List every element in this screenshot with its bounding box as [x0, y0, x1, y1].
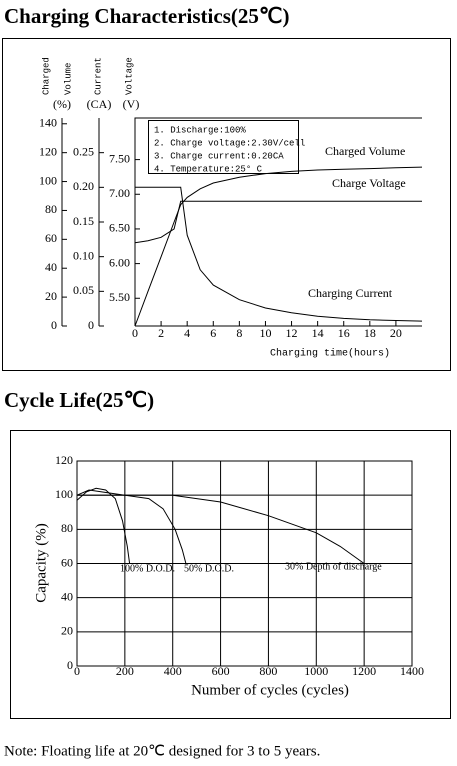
x-tick-label: 10	[259, 326, 271, 340]
series-label: 30% Depth of discharge	[285, 561, 382, 572]
x-tick-label: 0	[132, 326, 138, 340]
y-tick-label: 80	[61, 521, 73, 535]
x-tick-label: 600	[212, 664, 230, 678]
y-axis-label: Voltage	[124, 57, 134, 95]
y-tick-label: 0.15	[73, 214, 94, 228]
y-tick-label: 0.10	[73, 248, 94, 262]
series-label: Charged Volume	[325, 144, 405, 158]
x-tick-label: 4	[184, 326, 190, 340]
heading: Cycle Life(25℃)	[4, 388, 154, 412]
y-axis-unit: (V)	[123, 97, 140, 111]
x-tick-label: 1400	[400, 664, 424, 678]
x-tick-label: 0	[74, 664, 80, 678]
chart-frame	[10, 430, 451, 719]
series-label: Charging Current	[308, 286, 393, 300]
x-tick-label: 18	[364, 326, 376, 340]
series-label: Charge Voltage	[332, 176, 406, 190]
y-tick-label: 80	[45, 202, 57, 216]
y-tick-label: 6.00	[109, 255, 130, 269]
y-tick-label: 0	[51, 318, 57, 332]
y-tick-label: 0	[67, 658, 73, 672]
y-tick-label: 0.05	[73, 283, 94, 297]
y-tick-label: 100	[55, 487, 73, 501]
y-tick-label: 6.50	[109, 221, 130, 235]
y-tick-label: 120	[55, 453, 73, 467]
y-tick-label: 20	[61, 624, 73, 638]
chart-frame	[2, 38, 451, 371]
annotation: 3. Charge current:0.20CA	[154, 151, 284, 161]
y-axis-label: Charged	[41, 57, 51, 95]
y-axis-label: Capacity (%)	[33, 523, 49, 603]
heading: Charging Characteristics(25℃)	[4, 4, 289, 28]
series-label: 50% D.O.D.	[184, 563, 234, 574]
data-line	[134, 200, 422, 244]
x-tick-label: 16	[338, 326, 350, 340]
x-axis-label: Number of cycles (cycles)	[191, 682, 349, 698]
data-line	[134, 166, 423, 327]
x-tick-label: 14	[312, 326, 324, 340]
y-tick-label: 0.20	[73, 179, 94, 193]
y-tick-label: 0.25	[73, 144, 94, 158]
data-line	[77, 494, 365, 564]
y-axis-label: Current	[93, 57, 103, 95]
x-tick-label: 20	[390, 326, 402, 340]
data-line	[76, 489, 187, 564]
y-tick-label: 7.00	[109, 186, 130, 200]
annotation-box	[148, 120, 299, 174]
y-tick-label: 40	[61, 589, 73, 603]
plot-frame	[134, 117, 422, 326]
y-tick-label: 5.50	[109, 290, 130, 304]
y-axis-unit: (%)	[53, 97, 71, 111]
x-tick-label: 1000	[304, 664, 328, 678]
annotation: 4. Temperature:25° C	[154, 164, 263, 174]
x-tick-label: 6	[210, 326, 216, 340]
y-tick-label: 60	[45, 231, 57, 245]
y-axis-unit: (CA)	[87, 97, 112, 111]
x-tick-label: 8	[236, 326, 242, 340]
x-tick-label: 2	[158, 326, 164, 340]
annotation: 1. Discharge:100%	[154, 125, 246, 135]
x-axis-label: Charging time(hours)	[270, 348, 390, 360]
note: Note: Floating life at 20℃ designed for …	[4, 743, 320, 759]
data-line	[135, 186, 423, 322]
annotation: 2. Charge voltage:2.30V/cell	[154, 138, 305, 148]
y-tick-label: 20	[45, 289, 57, 303]
x-tick-label: 200	[116, 664, 134, 678]
y-tick-label: 0	[88, 318, 94, 332]
y-tick-label: 100	[39, 173, 57, 187]
y-tick-label: 7.50	[109, 151, 130, 165]
y-tick-label: 120	[39, 144, 57, 158]
y-tick-label: 140	[39, 116, 57, 130]
x-tick-label: 400	[164, 664, 182, 678]
y-tick-label: 40	[45, 260, 57, 274]
x-tick-label: 800	[259, 664, 277, 678]
series-label: 100% D.O.D.	[120, 563, 175, 574]
y-axis-label: Volume	[63, 63, 73, 95]
x-tick-label: 1200	[352, 664, 376, 678]
data-line	[76, 487, 131, 564]
x-tick-label: 12	[286, 326, 298, 340]
y-tick-label: 60	[61, 555, 73, 569]
